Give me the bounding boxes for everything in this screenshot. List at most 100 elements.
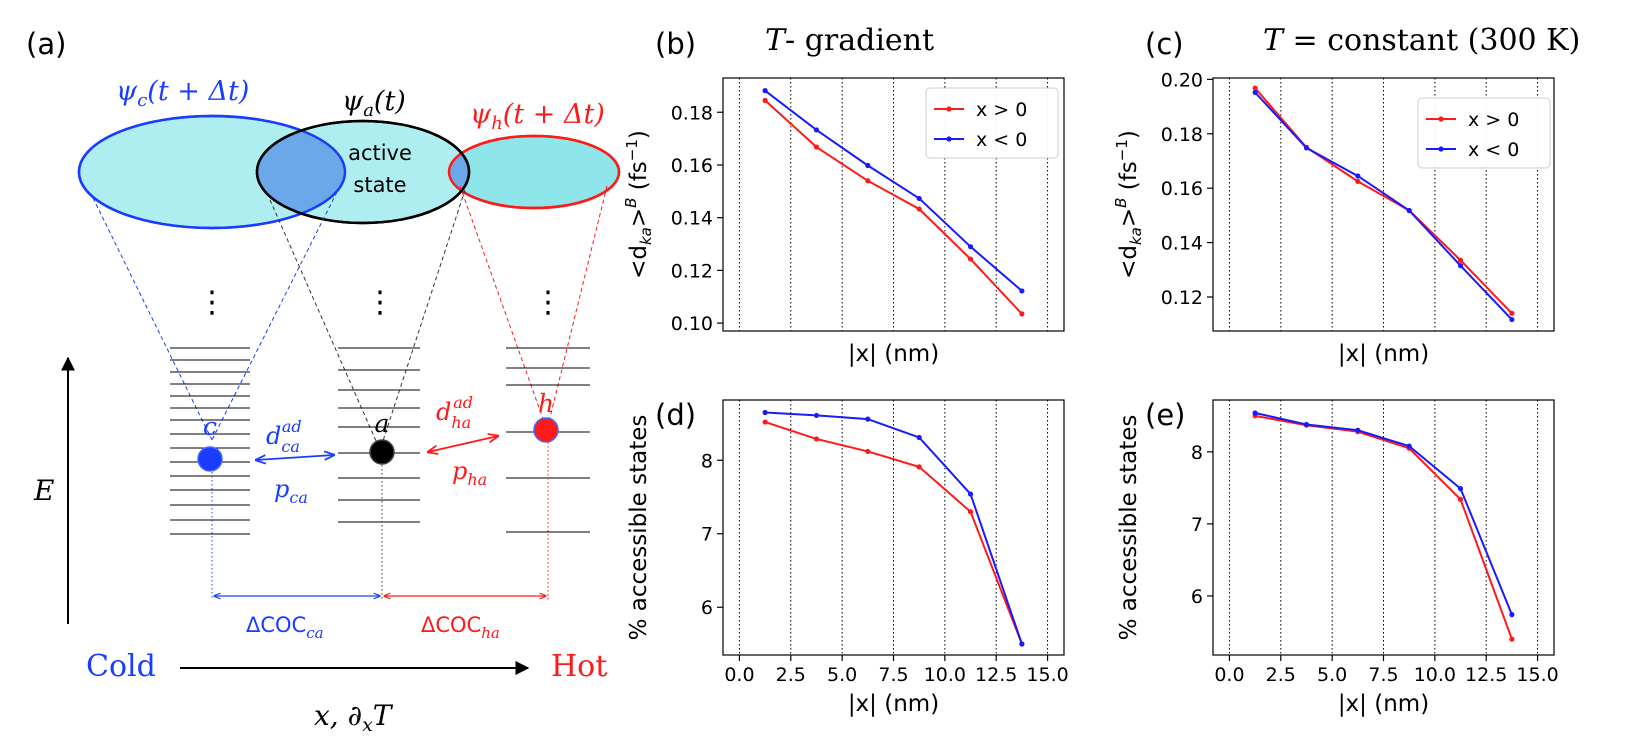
xlabel-c: |x| (nm) <box>1338 341 1429 367</box>
legend-marker-b-0 <box>946 106 952 112</box>
data-point-e-1-5 <box>1509 612 1515 618</box>
xtick-label-e-4: 10.0 <box>1414 664 1456 686</box>
ytick-label-e-1: 7 <box>1191 514 1203 536</box>
ylabel-b: <dka>B (fs−1) <box>622 130 655 279</box>
data-point-c-0-2 <box>1355 178 1361 184</box>
panel-label-d: (d) <box>655 398 696 432</box>
data-point-c-0-5 <box>1509 310 1515 316</box>
data-point-b-0-1 <box>813 144 820 150</box>
xtick-label-d-3: 7.5 <box>878 664 908 686</box>
xtick-label-d-2: 5.0 <box>827 664 857 686</box>
state-h-dot <box>533 417 559 443</box>
ytick-label-d-1: 7 <box>701 524 713 546</box>
ytick-label-d-2: 8 <box>701 450 713 472</box>
xtick-label-e-0: 0.0 <box>1214 664 1244 686</box>
data-point-e-1-2 <box>1355 427 1361 433</box>
ytick-label-b-3: 0.16 <box>671 155 713 177</box>
xlabel-b: |x| (nm) <box>848 341 939 367</box>
data-point-b-1-5 <box>1019 288 1025 294</box>
energy-levels-active <box>338 347 420 523</box>
arrow-ha <box>428 436 498 452</box>
dots-cold: ⋮ <box>197 285 227 320</box>
coc-ha-label: ΔCOCha <box>421 613 500 642</box>
ylabel-d: % accessible states <box>626 415 652 641</box>
data-point-d-0-2 <box>865 448 871 455</box>
xtick-label-e-2: 5.0 <box>1317 664 1347 686</box>
data-point-d-1-4 <box>967 491 974 497</box>
cold-label: Cold <box>86 649 156 684</box>
ytick-label-c-0: 0.12 <box>1161 287 1203 309</box>
series-line-d-1 <box>765 411 1023 645</box>
panel-label-a: (a) <box>26 27 66 61</box>
data-point-e-0-5 <box>1509 636 1515 642</box>
xlabel-d: |x| (nm) <box>848 691 939 717</box>
ytick-label-c-3: 0.18 <box>1161 124 1203 146</box>
data-point-b-0-5 <box>1019 311 1025 317</box>
data-point-d-1-5 <box>1019 641 1025 647</box>
p-ca-label: pca <box>274 475 308 507</box>
data-point-d-0-3 <box>916 464 922 470</box>
d-ca-label: dcaad <box>266 417 302 456</box>
data-point-b-1-0 <box>762 88 768 94</box>
legend-box-b <box>925 87 1059 159</box>
ytick-label-c-2: 0.16 <box>1161 178 1203 200</box>
state-c-label: c <box>203 412 217 441</box>
xtick-label-e-3: 7.5 <box>1368 664 1398 686</box>
psi-c-label: ψc(t + Δt) <box>116 76 249 111</box>
legend-label-b-1: x < 0 <box>976 129 1027 151</box>
state-a-label: a <box>375 409 390 438</box>
xlabel-e: |x| (nm) <box>1338 691 1429 717</box>
ytick-label-b-0: 0.10 <box>671 313 713 335</box>
xtick-label-d-5: 12.5 <box>975 664 1017 686</box>
data-point-c-0-0 <box>1252 85 1258 91</box>
data-point-e-1-4 <box>1457 486 1464 492</box>
xtick-label-d-0: 0.0 <box>724 664 754 686</box>
data-point-d-0-1 <box>813 436 820 442</box>
data-point-b-1-4 <box>967 244 974 250</box>
panel-label-b: (b) <box>655 27 696 61</box>
data-point-c-1-3 <box>1406 207 1412 214</box>
data-point-e-1-3 <box>1406 443 1412 449</box>
schematic-panel: (a) ψc(t + Δt) ψa(t) ψh(t + Δt) active s… <box>26 27 621 736</box>
plot-frame-b <box>722 77 1065 332</box>
ytick-label-c-1: 0.14 <box>1161 233 1203 255</box>
data-point-c-0-4 <box>1457 257 1464 263</box>
energy-label: E <box>33 474 54 507</box>
series-line-c-1 <box>1254 91 1513 321</box>
d-ha-label: dhaad <box>436 393 473 432</box>
data-point-c-1-0 <box>1252 89 1258 96</box>
coc-ca-label: ΔCOCca <box>246 613 324 642</box>
ytick-label-e-0: 6 <box>1191 586 1203 608</box>
p-ha-label: pha <box>452 457 487 489</box>
panel-label-e: (e) <box>1145 398 1185 432</box>
xtick-label-d-1: 2.5 <box>776 664 806 686</box>
data-point-e-1-1 <box>1303 421 1310 428</box>
overlap-cold-active <box>257 121 345 223</box>
legend-label-c-1: x < 0 <box>1468 139 1519 161</box>
legend-box-c <box>1417 97 1551 169</box>
data-point-c-1-2 <box>1355 173 1361 179</box>
charts: 0.10 0.12 0.14 0.16 0.18 |x| (nm) <dka>B (fs−1… <box>622 69 1559 717</box>
data-point-b-0-3 <box>916 206 922 212</box>
data-point-d-1-2 <box>865 416 871 422</box>
ytick-label-e-2: 8 <box>1191 442 1203 464</box>
chart-b: 0.10 0.12 0.14 0.16 0.18 |x| (nm) <dka>B (fs−1… <box>622 77 1065 367</box>
data-point-d-0-4 <box>967 509 974 515</box>
ytick-label-b-2: 0.14 <box>671 208 713 230</box>
active-label-line2: state <box>353 173 406 197</box>
xtick-label-d-6: 15.0 <box>1026 664 1068 686</box>
ylabel-e: % accessible states <box>1116 415 1142 641</box>
data-point-d-1-0 <box>762 409 768 416</box>
data-point-c-1-1 <box>1303 145 1310 151</box>
chart-e: 6 7 8 0.0 2.5 5.0 7.5 10.0 12.5 15.0 |x| (nm) % acc… <box>1116 399 1559 717</box>
xtick-label-e-6: 15.0 <box>1516 664 1558 686</box>
psi-h-label: ψh(t + Δt) <box>470 99 605 134</box>
xtick-label-e-1: 2.5 <box>1266 664 1296 686</box>
data-point-d-0-0 <box>762 419 768 425</box>
series-line-e-0 <box>1254 414 1513 640</box>
state-a-dot <box>369 439 395 465</box>
arrow-ca <box>256 455 334 460</box>
series-line-b-1 <box>764 89 1023 292</box>
state-c-dot <box>197 446 223 472</box>
title-c: T = constant (300 K) <box>1263 23 1580 58</box>
